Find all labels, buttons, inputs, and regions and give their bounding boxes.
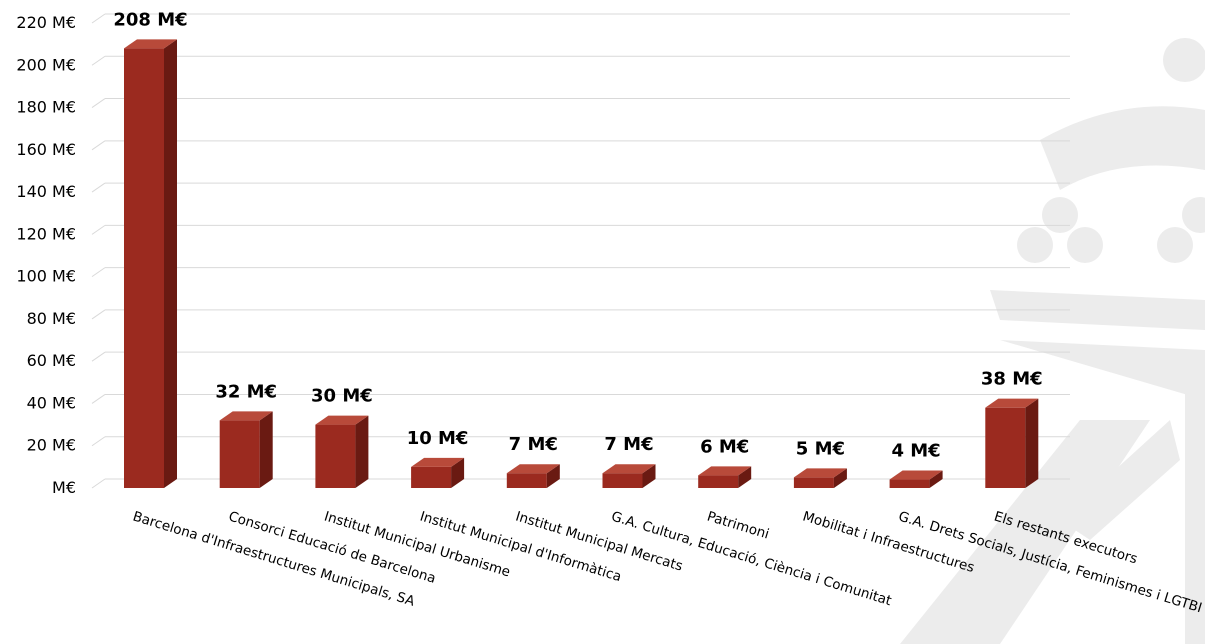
bar-top <box>219 411 273 421</box>
bar-top <box>315 415 369 425</box>
data-label: 32 M€ <box>215 381 277 402</box>
y-tick-label: M€ <box>52 478 76 497</box>
bar-front <box>315 424 356 488</box>
bar-top <box>602 464 656 474</box>
bar-side <box>259 411 273 488</box>
y-tick-label: 200 M€ <box>16 55 76 74</box>
bar-top <box>985 398 1039 408</box>
bar-front <box>793 477 834 488</box>
data-label: 38 M€ <box>981 369 1043 390</box>
gridline-depth <box>91 13 106 24</box>
gridline-depth <box>91 478 106 489</box>
gridline-depth <box>91 98 106 108</box>
y-tick-label: 120 M€ <box>16 224 76 243</box>
data-label: 7 M€ <box>509 434 558 455</box>
y-tick-label: 180 M€ <box>16 98 76 117</box>
y-tick-label: 160 M€ <box>16 140 76 159</box>
data-label: 208 M€ <box>113 9 187 30</box>
category-labels: Barcelona d'Infraestructures Municipals,… <box>131 509 1204 617</box>
bar-front <box>698 475 739 488</box>
y-axis-tick-labels: M€ 20 M€ 40 M€ 60 M€ 80 M€ 100 M€ 120 M€ 140 M€… <box>16 13 76 497</box>
bar <box>219 411 273 488</box>
data-label: 10 M€ <box>407 428 469 449</box>
data-label: 5 M€ <box>796 438 845 459</box>
data-label: 6 M€ <box>700 436 749 457</box>
bar-side <box>929 470 943 488</box>
bar <box>793 468 847 488</box>
bar-top <box>411 457 465 467</box>
bars <box>124 39 1039 488</box>
bar <box>411 457 465 488</box>
bar <box>985 398 1039 488</box>
y-tick-label: 80 M€ <box>27 309 76 328</box>
bar-top <box>889 470 943 480</box>
gridline-depth <box>91 224 106 235</box>
gridline-depth <box>91 267 106 278</box>
bar <box>602 464 656 488</box>
gridline-depth <box>91 140 106 151</box>
bar <box>889 470 943 488</box>
gridline-depth <box>91 55 106 66</box>
bar <box>698 466 752 488</box>
bar-front <box>602 473 643 488</box>
bar <box>315 415 369 488</box>
bar-side <box>1025 398 1039 488</box>
data-label: 7 M€ <box>604 434 653 455</box>
y-tick-label: 100 M€ <box>16 267 76 286</box>
bar-front <box>985 407 1026 488</box>
bar-side <box>164 39 177 488</box>
bar-side <box>738 466 752 488</box>
category-label: Patrimoni <box>705 509 771 543</box>
bar-front <box>889 479 930 488</box>
bar-front <box>411 466 452 488</box>
gridline-depth <box>91 436 106 447</box>
bar-front <box>219 420 260 488</box>
data-label: 30 M€ <box>311 386 373 407</box>
bar-top <box>698 466 752 476</box>
data-label: 4 M€ <box>891 441 940 462</box>
bar-side <box>642 464 656 488</box>
gridline-depth <box>91 351 106 362</box>
y-tick-label: 60 M€ <box>27 351 76 370</box>
category-label: Mobilitat i Infraestructures <box>801 509 977 577</box>
bar-top <box>124 39 177 49</box>
data-labels: 208 M€ 32 M€ 30 M€ 10 M€ 7 M€ 7 M€ 6 M€ 5 M€ 4 M… <box>113 9 1042 461</box>
bar <box>124 39 177 488</box>
gridline-depth <box>91 182 106 193</box>
bar-front <box>124 48 164 488</box>
bar-side <box>833 468 847 488</box>
bar-top <box>506 464 560 474</box>
bar-top <box>793 468 847 478</box>
y-tick-label: 220 M€ <box>16 13 76 32</box>
bar-side <box>355 415 369 488</box>
bar <box>506 464 560 488</box>
y-tick-label: 20 M€ <box>27 436 76 455</box>
bar-side <box>451 457 465 488</box>
y-tick-label: 140 M€ <box>16 182 76 201</box>
gridline-depth <box>91 309 106 320</box>
bar-side <box>546 464 560 488</box>
gridline-depth <box>91 394 106 404</box>
bar-front <box>506 473 547 488</box>
y-tick-label: 40 M€ <box>27 393 76 412</box>
